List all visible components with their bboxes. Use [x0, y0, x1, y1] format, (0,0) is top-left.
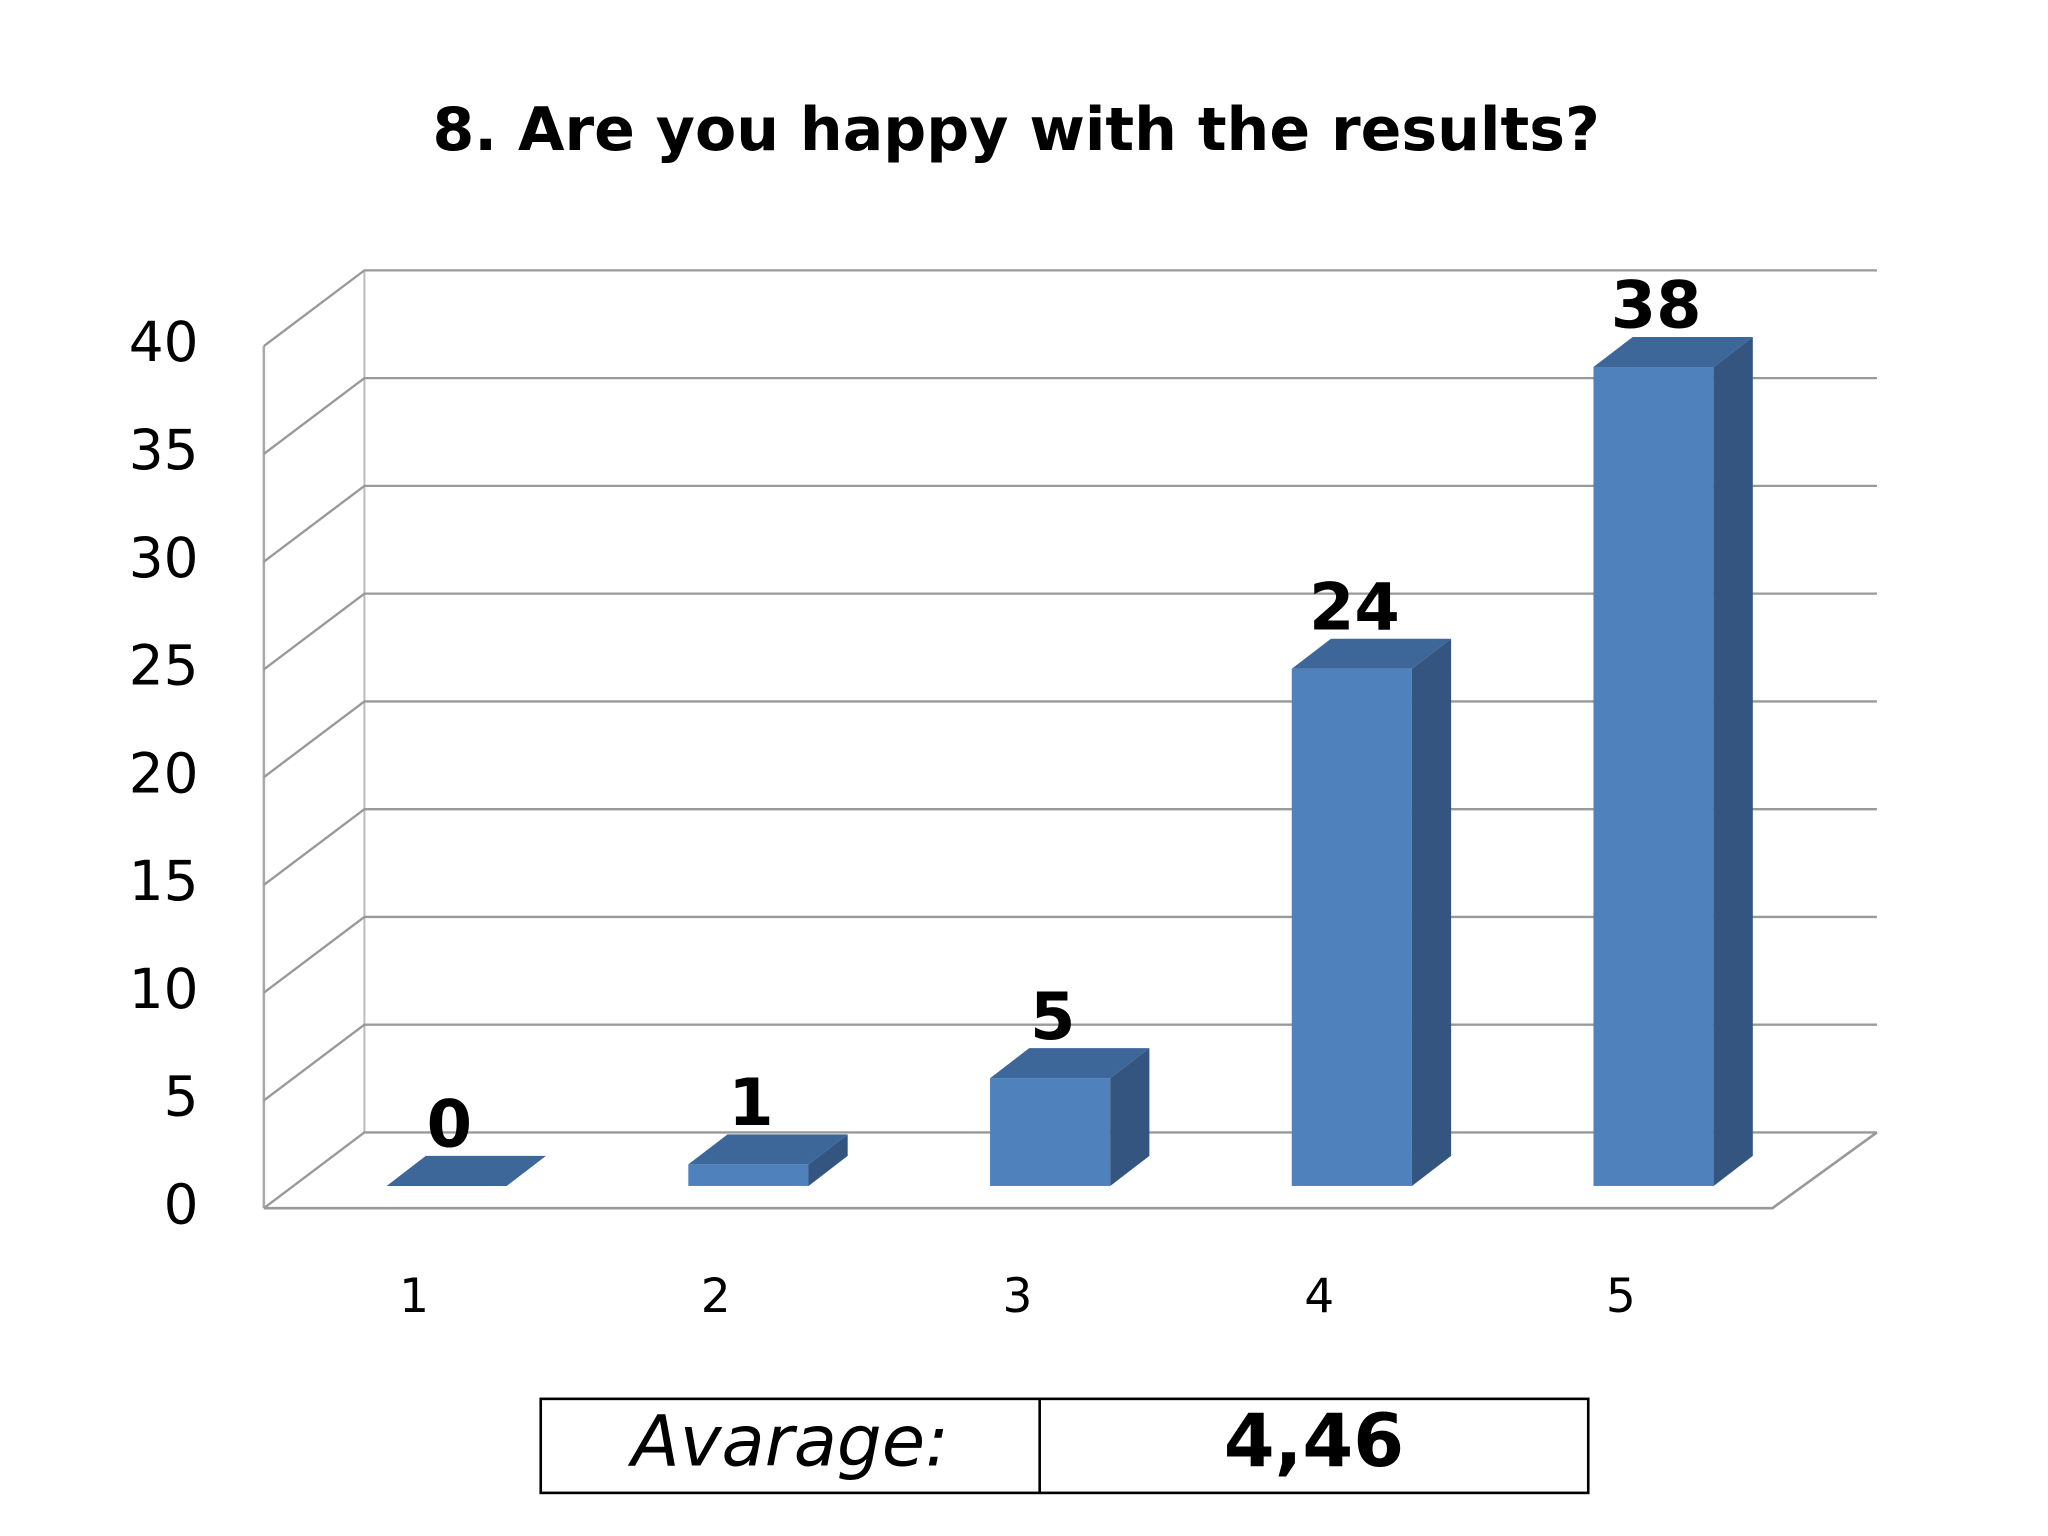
grid-line — [263, 269, 1877, 348]
x-tick-label: 3 — [1003, 1269, 1033, 1324]
summary-box — [539, 1397, 1590, 1495]
bar — [688, 1164, 809, 1186]
bar-side — [1411, 638, 1452, 1186]
y-tick-label: 15 — [129, 849, 199, 913]
y-tick-label: 35 — [129, 418, 199, 482]
grid-line — [263, 484, 1877, 563]
bar-top — [1291, 638, 1452, 669]
bar-top — [688, 1134, 848, 1165]
bar-top — [1593, 336, 1753, 368]
bar — [990, 1078, 1111, 1186]
grid-line — [263, 592, 1877, 671]
y-tick-label: 25 — [129, 634, 199, 698]
x-tick-label: 1 — [399, 1269, 429, 1324]
x-tick-label: 4 — [1304, 1269, 1334, 1324]
summary-label: Avarage: — [628, 1400, 949, 1482]
y-tick-label: 5 — [164, 1065, 199, 1129]
summary-value: 4,46 — [1224, 1399, 1404, 1484]
y-tick-label: 10 — [129, 957, 199, 1021]
y-tick-label: 40 — [129, 310, 199, 374]
y-tick-label: 20 — [129, 741, 199, 805]
value-label: 38 — [1611, 268, 1702, 344]
grid-line — [263, 376, 1877, 455]
bar — [1291, 668, 1412, 1186]
value-label: 1 — [728, 1065, 773, 1141]
x-tick-label: 2 — [701, 1269, 731, 1324]
value-label: 24 — [1309, 569, 1400, 645]
value-label: 5 — [1030, 979, 1075, 1055]
x-tick-label: 5 — [1606, 1269, 1636, 1324]
floor — [263, 1131, 1878, 1210]
bar-side — [1713, 336, 1753, 1186]
y-tick-label: 0 — [164, 1172, 199, 1236]
y-tick-label: 30 — [129, 526, 199, 590]
chart-title: 8. Are you happy with the results? — [432, 95, 1599, 165]
value-label: 0 — [427, 1087, 472, 1163]
bar-side — [1110, 1048, 1150, 1186]
bar — [1593, 367, 1714, 1186]
bar-top — [990, 1048, 1150, 1079]
bar-top — [386, 1155, 546, 1186]
bar-side — [808, 1134, 848, 1186]
